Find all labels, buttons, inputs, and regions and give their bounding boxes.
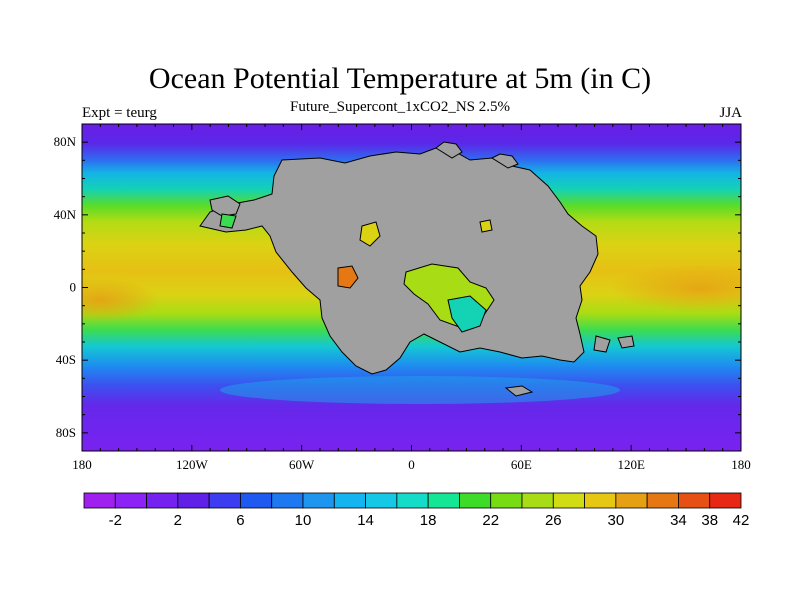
- colorbar-label: 6: [236, 512, 244, 529]
- colorbar-swatch: [83, 492, 116, 509]
- x-tick-label: 120E: [617, 457, 645, 472]
- colorbar-swatch: [678, 492, 711, 509]
- colorbar-swatch: [146, 492, 179, 509]
- colorbar-swatch: [240, 492, 273, 509]
- colorbar-swatch: [302, 492, 335, 509]
- colorbar-label: 26: [545, 512, 562, 529]
- colorbar-swatch: [396, 492, 429, 509]
- colorbar-label: 2: [174, 512, 182, 529]
- latitude-axis: 80N 40N 0 40S 80S: [54, 134, 741, 440]
- inland-seas: [219, 213, 495, 333]
- supercontinent-landmass: [199, 141, 635, 397]
- colorbar-swatch: [584, 492, 617, 509]
- colorbar-swatch: [177, 492, 210, 509]
- y-tick-label: 40N: [54, 207, 77, 222]
- map-title: Ocean Potential Temperature at 5m (in C): [148, 62, 652, 95]
- colorbar-swatch: [333, 492, 366, 509]
- y-tick-label: 0: [70, 280, 77, 295]
- colorbar-swatch: [459, 492, 492, 509]
- x-tick-label: 0: [408, 457, 415, 472]
- colorbar-swatch: [521, 492, 554, 509]
- colorbar-swatch: [271, 492, 304, 509]
- colorbar-label: 14: [357, 512, 374, 529]
- y-tick-label: 80S: [56, 425, 76, 440]
- colorbar-label: 18: [420, 512, 437, 529]
- colorbar-label: 34: [670, 512, 687, 529]
- y-tick-label: 40S: [56, 352, 76, 367]
- x-tick-label: 180: [731, 457, 751, 472]
- colorbar-label: 30: [608, 512, 625, 529]
- longitude-axis: 180 120W 60W 0 60E 120E 180: [72, 124, 751, 472]
- x-tick-label: 60W: [289, 457, 315, 472]
- colorbar-swatch: [646, 492, 679, 509]
- temperature-colorbar: -2 2 6 10 14 18 22 26 30 34 38 42: [83, 492, 750, 529]
- colorbar-swatch: [552, 492, 585, 509]
- colorbar-label: 42: [733, 512, 750, 529]
- colorbar-label: -2: [109, 512, 122, 529]
- colorbar-swatch: [365, 492, 398, 509]
- x-tick-label: 60E: [511, 457, 532, 472]
- y-tick-label: 80N: [54, 134, 77, 149]
- colorbar-label: 10: [295, 512, 312, 529]
- x-tick-label: 180: [72, 457, 92, 472]
- x-tick-label: 120W: [176, 457, 209, 472]
- colorbar-swatch: [208, 492, 241, 509]
- colorbar-label: 22: [482, 512, 499, 529]
- colorbar-swatch: [427, 492, 460, 509]
- colorbar-label: 38: [701, 512, 718, 529]
- experiment-label: Expt = teurg: [82, 105, 157, 121]
- colorbar-swatch: [490, 492, 523, 509]
- season-label: JJA: [719, 105, 742, 121]
- experiment-subtitle: Future_Supercont_1xCO2_NS 2.5%: [290, 99, 510, 115]
- colorbar-swatch: [709, 492, 742, 509]
- colorbar-swatch: [615, 492, 648, 509]
- colorbar-swatch: [114, 492, 147, 509]
